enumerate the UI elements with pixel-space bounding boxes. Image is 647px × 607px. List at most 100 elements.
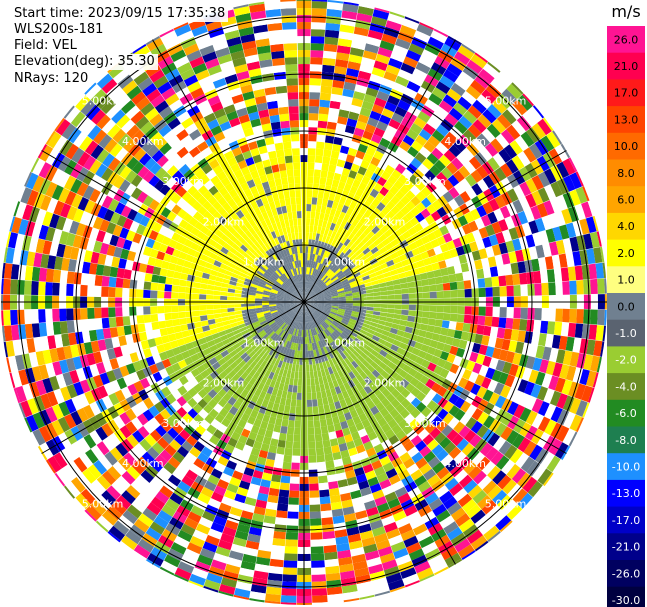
velocity-bin xyxy=(436,572,455,587)
velocity-bin xyxy=(337,335,345,343)
velocity-bin xyxy=(375,229,384,239)
velocity-bin xyxy=(504,374,516,388)
velocity-bin xyxy=(498,275,507,287)
velocity-bin xyxy=(325,221,332,230)
velocity-bin xyxy=(319,273,326,280)
velocity-bin xyxy=(199,304,207,311)
velocity-bin xyxy=(1,228,5,246)
velocity-bin xyxy=(546,455,561,473)
velocity-bin xyxy=(309,306,316,312)
velocity-bin xyxy=(45,268,55,283)
velocity-bin xyxy=(454,194,466,207)
velocity-bin xyxy=(549,197,562,214)
velocity-bin xyxy=(569,414,583,432)
velocity-bin xyxy=(366,36,382,47)
velocity-bin xyxy=(485,142,499,158)
velocity-bin xyxy=(322,311,330,316)
velocity-bin xyxy=(480,214,492,227)
velocity-bin xyxy=(569,172,583,190)
velocity-bin xyxy=(422,292,430,299)
velocity-bin xyxy=(344,230,352,239)
velocity-bin xyxy=(500,398,513,413)
velocity-bin xyxy=(370,361,379,370)
velocity-bin xyxy=(171,291,179,299)
velocity-bin xyxy=(338,296,346,300)
velocity-bin xyxy=(557,462,573,481)
velocity-bin xyxy=(384,255,393,263)
velocity-bin xyxy=(472,229,483,242)
velocity-bin xyxy=(94,307,102,319)
velocity-bin xyxy=(520,131,535,148)
velocity-bin xyxy=(494,167,507,182)
velocity-bin xyxy=(307,448,317,456)
velocity-bin xyxy=(343,313,351,319)
velocity-bin xyxy=(531,413,545,429)
velocity-bin xyxy=(371,198,381,208)
velocity-bin xyxy=(517,492,533,510)
velocity-bin xyxy=(544,334,554,348)
velocity-bin xyxy=(366,230,376,240)
velocity-bin xyxy=(347,147,358,157)
velocity-bin xyxy=(366,303,374,308)
velocity-bin xyxy=(505,274,514,287)
velocity-bin xyxy=(367,353,377,362)
velocity-bin xyxy=(99,536,117,552)
velocity-bin xyxy=(481,461,496,476)
velocity-bin xyxy=(470,169,483,184)
velocity-bin xyxy=(496,265,506,277)
velocity-bin xyxy=(526,319,535,333)
velocity-bin xyxy=(310,260,314,268)
velocity-bin xyxy=(500,426,513,441)
velocity-bin xyxy=(306,378,311,386)
velocity-bin xyxy=(373,331,382,339)
velocity-bin xyxy=(326,474,338,483)
velocity-bin xyxy=(434,276,443,285)
velocity-bin xyxy=(351,286,359,291)
velocity-bin xyxy=(289,483,300,491)
velocity-bin xyxy=(339,102,352,112)
velocity-bin xyxy=(311,29,326,37)
velocity-bin xyxy=(31,309,39,324)
velocity-bin xyxy=(275,510,288,519)
velocity-bin xyxy=(324,299,332,302)
velocity-bin xyxy=(44,110,60,128)
velocity-bin xyxy=(471,342,481,354)
velocity-bin xyxy=(143,281,152,290)
velocity-bin xyxy=(508,227,519,241)
velocity-bin xyxy=(494,195,507,209)
velocity-bin xyxy=(421,49,438,63)
velocity-bin xyxy=(470,208,481,221)
velocity-bin xyxy=(183,586,202,599)
velocity-bin xyxy=(327,0,345,4)
velocity-bin xyxy=(335,270,343,277)
velocity-bin xyxy=(310,303,318,306)
velocity-bin xyxy=(325,460,335,469)
ray-separator xyxy=(305,0,313,243)
velocity-bin xyxy=(424,264,434,273)
velocity-bin xyxy=(326,8,343,18)
velocity-bin xyxy=(315,290,322,295)
velocity-bin xyxy=(506,124,521,141)
velocity-bin xyxy=(458,165,471,179)
velocity-bin xyxy=(153,572,172,587)
velocity-bin xyxy=(462,369,473,381)
velocity-bin xyxy=(319,99,331,108)
velocity-bin xyxy=(331,86,344,96)
velocity-bin xyxy=(395,75,410,88)
velocity-bin xyxy=(436,305,444,313)
velocity-bin xyxy=(406,80,421,93)
velocity-bin xyxy=(415,61,431,75)
velocity-bin xyxy=(458,339,468,350)
ray-separator xyxy=(347,343,525,511)
velocity-bin xyxy=(422,311,430,319)
velocity-bin xyxy=(442,94,458,108)
velocity-bin xyxy=(115,306,123,317)
velocity-bin xyxy=(332,79,345,89)
velocity-bin xyxy=(312,413,320,421)
velocity-bin xyxy=(453,182,466,195)
velocity-bin xyxy=(499,205,511,219)
velocity-bin xyxy=(427,135,441,148)
velocity-bin xyxy=(10,309,18,326)
velocity-bin xyxy=(375,0,394,7)
velocity-bin xyxy=(311,1,328,9)
